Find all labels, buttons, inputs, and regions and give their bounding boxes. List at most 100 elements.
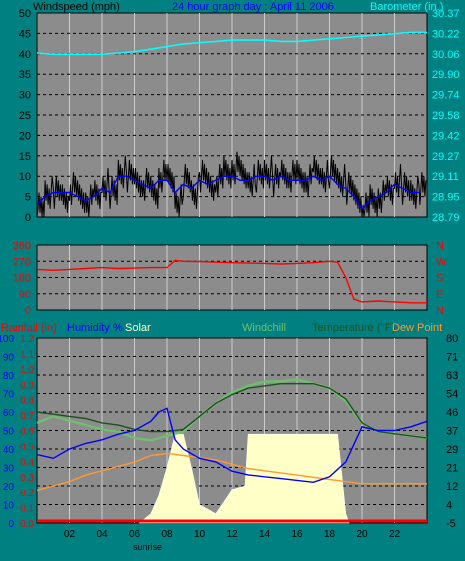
temperature-tick-label: 4 (446, 500, 452, 512)
x-tick-label: 12 (226, 529, 238, 540)
windspeed-tick-label: 30 (19, 90, 31, 102)
direction-tick-label: 0 (25, 305, 31, 317)
dewpoint-label: Dew Point (392, 322, 442, 334)
series-temperature (36, 383, 428, 439)
windspeed-label: Windspeed (mph) (33, 1, 120, 13)
windspeed-tick-label: 10 (19, 171, 31, 183)
humidity-tick-label: 30 (3, 464, 15, 475)
x-tick-label: 08 (161, 529, 173, 540)
temperature-tick-label: 37 (446, 426, 458, 438)
humidity-tick-label: 100 (0, 334, 14, 345)
compass-tick-label: E (436, 289, 443, 301)
x-tick-label: 04 (96, 529, 108, 540)
series-barometer (36, 31, 427, 56)
rainfall-tick-label: 0.3 (20, 473, 34, 484)
compass-tick-label: W (436, 256, 447, 268)
x-tick-label: 20 (356, 529, 368, 540)
rainfall-tick-label: 1.1 (20, 349, 34, 360)
rainfall-tick-label: 1.2 (20, 334, 34, 345)
temperature-tick-label: 29 (446, 444, 458, 456)
windspeed-tick-label: 5 (25, 192, 31, 204)
rainfall-tick-label: 1.0 (20, 365, 34, 376)
barometer-tick-label: 30.06 (432, 49, 460, 61)
temperature-tick-label: 54 (446, 389, 458, 401)
windspeed-tick-label: 40 (19, 49, 31, 61)
humidity-tick-label: 70 (3, 390, 15, 401)
x-tick-label: 10 (194, 529, 206, 540)
x-tick-label: 16 (291, 529, 303, 540)
windspeed-tick-label: 0 (25, 212, 31, 224)
direction-tick-label: 270 (13, 256, 31, 268)
barometer-tick-label: 30.37 (432, 8, 460, 20)
sunrise-label: sunrise (133, 542, 162, 552)
windspeed-barometer-panel: 0 5 10 15 20 25 30 35 40 45 50 28.79 28.95 29.11 29.27… (19, 8, 460, 224)
barometer-tick-label: 29.74 (432, 90, 460, 102)
series-dewpoint (36, 452, 427, 492)
rainfall-tick-label: 0.6 (20, 427, 34, 438)
barometer-tick-label: 29.27 (432, 151, 460, 163)
x-tick-label: 18 (324, 529, 336, 540)
rainfall-tick-label: 0.8 (20, 396, 34, 407)
windspeed-tick-label: 50 (19, 8, 31, 20)
humidity-tick-label: 60 (3, 408, 15, 419)
direction-tick-label: 90 (19, 289, 31, 301)
barometer-tick-label: 29.90 (432, 69, 460, 81)
windspeed-tick-label: 15 (19, 151, 31, 163)
compass-tick-label: N (436, 305, 444, 317)
temperature-tick-label: 80 (446, 333, 458, 345)
humidity-tick-label: 20 (3, 482, 15, 493)
x-tick-label: 06 (129, 529, 141, 540)
humidity-tick-label: 40 (3, 445, 15, 456)
barometer-tick-label: 29.11 (432, 171, 459, 183)
compass-tick-label: N (436, 240, 444, 252)
rainfall-tick-label: 0.1 (20, 504, 34, 515)
rainfall-tick-label: 0.7 (20, 411, 34, 422)
rainfall-tick-label: 0.5 (20, 442, 34, 453)
rainfall-tick-label: 0.9 (20, 380, 34, 391)
humidity-tick-label: 50 (3, 427, 15, 438)
temperature-tick-label: -5 (446, 518, 456, 530)
temperature-tick-label: 71 (446, 352, 458, 364)
temperature-tick-label: 12 (446, 481, 458, 493)
windspeed-tick-label: 35 (19, 69, 31, 81)
solar-label: Solar (125, 322, 151, 334)
rainfall-label: Rainfall (in) (1, 322, 57, 334)
temperature-label: Temperature (°F) (312, 322, 395, 334)
temperature-tick-label: 21 (446, 463, 458, 475)
windspeed-tick-label: 45 (19, 28, 31, 40)
barometer-tick-label: 30.22 (432, 28, 460, 40)
chart-title: 24 hour graph day : April 11 2006 (172, 1, 334, 13)
windspeed-tick-label: 20 (19, 130, 31, 142)
barometer-tick-label: 29.42 (432, 130, 460, 142)
temperature-tick-label: 46 (446, 407, 458, 419)
barometer-tick-label: 28.79 (432, 212, 460, 224)
x-tick-label: 22 (389, 529, 401, 540)
humidity-tick-label: 80 (3, 371, 15, 382)
x-tick-label: 02 (64, 529, 76, 540)
windchill-label: Windchill (242, 322, 286, 334)
rainfall-tick-label: 0.4 (20, 457, 34, 468)
direction-tick-label: 180 (13, 273, 31, 285)
series-wind-direction (36, 259, 427, 304)
barometer-label: Barometer (in.) (370, 1, 443, 13)
humidity-tick-label: 90 (3, 353, 15, 364)
series-solar (138, 433, 350, 524)
compass-tick-label: S (436, 273, 443, 285)
series-windspeed (36, 151, 427, 218)
x-tick-label: 14 (259, 529, 271, 540)
rainfall-tick-label: 0.2 (20, 488, 34, 499)
windspeed-tick-label: 25 (19, 110, 31, 122)
rainfall-tick-label: 0.0 (20, 519, 34, 530)
humidity-tick-label: 0 (8, 519, 14, 530)
barometer-tick-label: 28.95 (432, 192, 460, 204)
barometer-tick-label: 29.58 (432, 110, 460, 122)
direction-tick-label: 360 (13, 240, 31, 252)
temperature-humidity-panel: 0 10 20 30 40 50 60 70 80 90 100 0.0 0.1 0.2 0.3 0.4 0.5… (0, 333, 458, 540)
humidity-label: Humidity % (67, 322, 123, 334)
humidity-tick-label: 10 (3, 501, 15, 512)
temperature-tick-label: 63 (446, 370, 458, 382)
series-windspeed-avg (36, 175, 419, 210)
